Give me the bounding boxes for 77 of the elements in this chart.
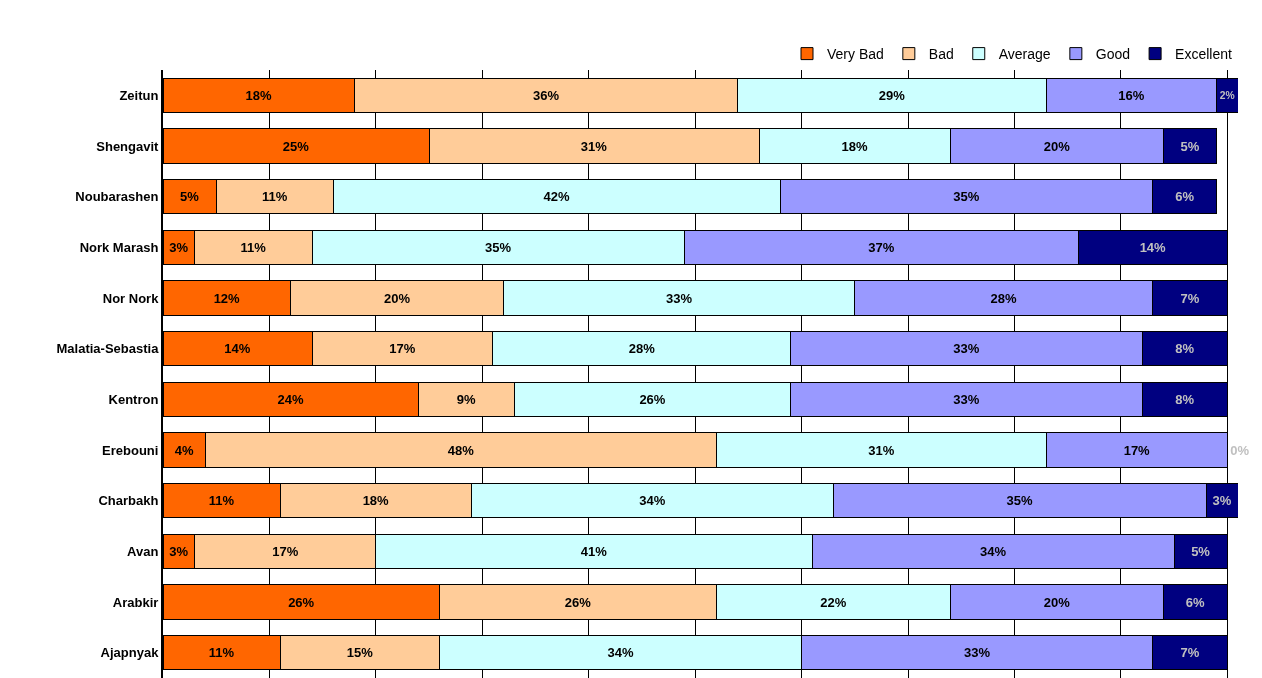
data-label: 26% [288,594,315,610]
y-tick-label: Shengavit [96,138,160,154]
data-label: 17% [1123,442,1151,458]
data-label: 14% [224,341,251,357]
data-label: 41% [580,543,608,559]
data-label: 5% [1180,138,1200,154]
data-label: 20% [1043,594,1071,610]
data-label: 11% [240,239,267,255]
data-label: 15% [346,645,374,661]
data-label: 0% [1230,442,1250,458]
data-label: 3% [169,239,189,255]
y-tick-label: Arabkir [112,594,159,610]
y-tick-label: Nork Marash [79,239,159,255]
data-label: 11% [208,645,235,661]
data-label: 36% [532,87,560,103]
legend-label: Excellent [1175,46,1233,63]
data-label: 37% [868,239,895,255]
data-label: 34% [639,493,666,509]
data-label: 11% [261,189,288,205]
legend-label: Bad [928,46,954,63]
data-label: 20% [1043,138,1071,154]
y-tick-label: Kentron [108,391,159,407]
data-label: 6% [1185,594,1206,610]
data-label: 34% [607,645,634,661]
data-label: 35% [1006,493,1034,509]
data-label: 6% [1175,189,1195,205]
data-label: 7% [1180,290,1200,306]
data-label: 28% [990,290,1018,306]
data-label: 35% [485,239,512,255]
y-tick-label: Avan [127,543,159,559]
data-label: 20% [383,290,411,306]
data-label: 33% [953,391,980,407]
y-tick-label: Ajapnyak [100,645,160,661]
data-label: 33% [665,290,693,306]
data-label: 7% [1180,645,1200,661]
data-label: 31% [580,138,608,154]
data-label: 3% [1212,493,1232,509]
data-label: 33% [964,645,991,661]
data-label: 18% [245,87,273,103]
data-label: 29% [878,87,906,103]
y-tick-label: Noubarashen [75,189,159,205]
legend-label: Good [1095,46,1131,63]
y-tick-label: Charbakh [98,493,159,509]
data-label: 35% [953,189,980,205]
data-label: 48% [447,442,475,458]
data-label: 34% [979,543,1007,559]
data-label: 17% [389,341,416,357]
data-label: 14% [1139,239,1167,255]
data-label: 5% [179,189,200,205]
data-label: 31% [868,442,895,458]
data-label: 2% [1219,89,1235,101]
y-tick-label: Nor Nork [102,290,160,306]
data-label: 26% [639,391,666,407]
data-label: 26% [564,594,592,610]
data-label: 28% [628,341,656,357]
legend-label: Average [998,46,1051,63]
data-label: 17% [272,543,299,559]
data-label: 11% [208,493,235,509]
data-label: 9% [456,391,476,407]
data-label: 33% [953,341,980,357]
y-tick-label: Zeitun [119,87,159,103]
y-tick-label: Erebouni [102,442,159,458]
data-label: 16% [1118,87,1145,103]
data-label: 12% [213,290,241,306]
data-label: 24% [277,391,304,407]
data-label: 18% [362,493,390,509]
legend-label: Very Bad [827,46,884,63]
data-label: 3% [169,543,189,559]
data-label: 8% [1175,341,1195,357]
data-label: 18% [841,138,869,154]
data-label: 8% [1175,391,1195,407]
data-label: 25% [282,138,310,154]
data-label: 4% [174,442,194,458]
y-tick-label: Malatia-Sebastia [56,341,160,357]
data-label: 5% [1191,543,1211,559]
data-label: 42% [543,189,571,205]
data-label: 22% [820,594,847,610]
